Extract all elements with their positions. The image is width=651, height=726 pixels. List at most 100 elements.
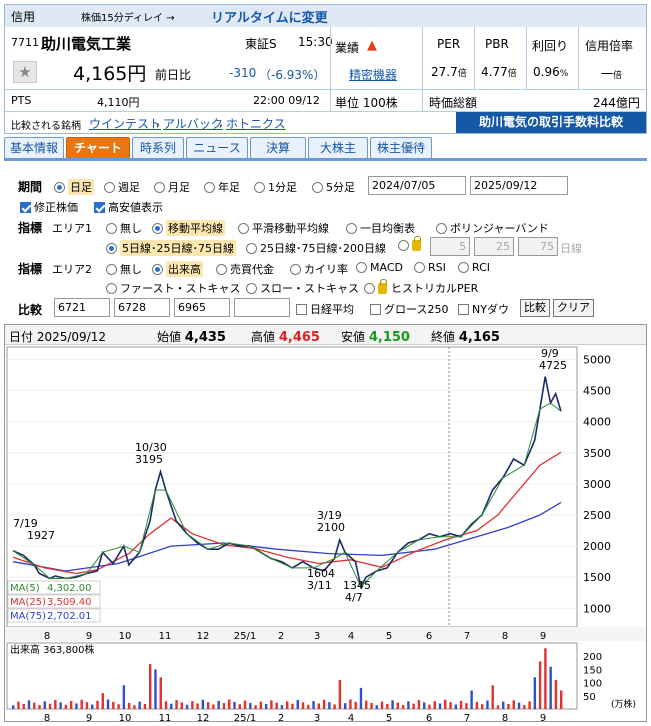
stock-header: 信用 株価15分ディレイ → リアルタイムに変更 7711 助川電気工業 東証S… [4,4,647,134]
category-label: 信用 [11,10,36,24]
period-monthly[interactable]: 月足 [154,179,190,195]
nikkei-checkbox[interactable]: 日経平均 [296,301,354,317]
high-low-checkbox[interactable]: 高安値表示 [94,199,163,215]
tab-basic-info[interactable]: 基本情報 [4,137,64,159]
compare-link-1[interactable]: ウインテスト [89,117,162,131]
area2-fast-stoch[interactable]: ファースト・ストキャス [106,280,240,296]
compare-code-3[interactable]: 6965 [174,298,230,317]
volume-bar [64,704,68,709]
pts-price: 4,110円 [97,96,140,109]
x-tick-label-bottom: 7 [464,713,470,721]
x-tick-label-bottom: 8 [44,713,50,721]
company-name: 助川電気工業 [41,35,132,53]
volume-bar [317,703,321,709]
date-to-input[interactable]: 2025/09/12 [470,176,568,195]
volume-bar [185,704,189,709]
tab-major-holders[interactable]: 大株主 [308,137,368,159]
volume-bar [180,702,184,709]
ma-custom-1[interactable]: 5 [430,237,470,256]
period-yearly[interactable]: 年足 [204,179,240,195]
area2-slow-stoch[interactable]: スロー・ストキャス [246,280,359,296]
volume-bar [238,704,241,709]
volume-bar [96,700,99,709]
delay-note: 株価15分ディレイ → [81,13,175,24]
favorite-star-icon[interactable]: ★ [13,61,37,83]
area2-macd[interactable]: MACD [356,261,403,274]
tab-earnings[interactable]: 決算 [250,137,306,159]
nydow-checkbox[interactable]: NYダウ [458,301,509,317]
annotation-label: 3/19 [317,509,342,522]
volume-bar [59,702,62,709]
volume-bar [354,701,357,709]
tab-underline [4,158,647,161]
tab-shareholder-benefits[interactable]: 株主優待 [370,137,432,159]
area1-ma[interactable]: 移動平均線 [152,220,225,236]
gyoseki-label: 業績 [335,41,360,55]
period-weekly[interactable]: 週足 [104,179,140,195]
period-daily[interactable]: 日足 [54,179,94,195]
period-5min[interactable]: 5分足 [312,179,355,195]
date-from-input[interactable]: 2024/07/05 [368,176,466,195]
compare-button[interactable]: 比較 [520,299,550,317]
up-arrow-icon: ▲ [367,38,377,53]
area2-deviation[interactable]: カイリ率 [290,261,348,277]
x-tick-label-bottom: 5 [386,713,392,721]
x-tick-label: 11 [159,631,172,642]
volume-bar [54,700,57,709]
ma-custom-2[interactable]: 25 [474,237,514,256]
volume-bar [480,704,484,709]
price-change-pct: （-6.93%） [259,68,326,82]
area1-smoothed-ma[interactable]: 平滑移動平均線 [238,220,329,236]
fee-compare-banner[interactable]: 助川電気の取引手数料比較 [456,112,646,133]
tab-news[interactable]: ニュース [186,137,248,159]
close-value: 4,165 [458,330,500,345]
volume-bar [301,702,305,709]
volume-bar [33,702,36,709]
x-tick-label-bottom: 2 [278,713,284,721]
period-1min[interactable]: 1分足 [254,179,297,195]
compare-code-1[interactable]: 6721 [54,298,110,317]
tab-chart[interactable]: チャート [66,137,130,159]
ma-custom-radio[interactable] [398,236,422,251]
per-value: 27.7 [431,65,458,79]
growth250-checkbox[interactable]: グロース250 [370,301,448,317]
volume-tick-label: 200 [583,652,602,663]
ma-custom-3[interactable]: 75 [518,237,558,256]
adjusted-price-checkbox[interactable]: 修正株価 [20,199,78,215]
ma-set-5-25-75[interactable]: 5日線･25日線･75日線 [106,240,236,256]
ma-set-25-75-200[interactable]: 25日線･75日線･200日線 [246,240,386,256]
volume-label: 出来高 363,800株 [10,643,95,656]
clear-button[interactable]: クリア [553,299,594,317]
area2-none[interactable]: 無し [106,261,142,277]
x-tick-label: 12 [197,631,210,642]
volume-bar [549,666,552,709]
volume-bar [217,700,220,709]
area2-rsi[interactable]: RSI [414,261,446,274]
area2-rci[interactable]: RCI [458,261,490,274]
area2-volume[interactable]: 出来高 [152,261,203,277]
volume-tick-label: 150 [583,665,602,676]
area1-ichimoku[interactable]: 一目均衡表 [346,220,415,236]
volume-bar [396,702,400,709]
industry-link[interactable]: 精密機器 [349,68,398,82]
volume-bar [333,704,336,709]
volume-bar [164,701,168,709]
area2-trading-value[interactable]: 売買代金 [216,261,274,277]
compare-code-4[interactable] [234,298,290,317]
realtime-link[interactable]: リアルタイムに変更 [211,11,328,26]
area1-none[interactable]: 無し [106,220,142,236]
volume-bar [201,699,205,709]
area2-hist-per[interactable]: ヒストリカルPER [364,278,478,296]
x-tick-label: 2 [278,631,284,642]
compare-link-3[interactable]: ホトニクス [226,117,286,131]
ma-unit-label: 日線 [560,242,582,255]
area1-bollinger[interactable]: ボリンジャーバンド [436,220,549,236]
compare-link-2[interactable]: アルバック [163,117,223,131]
volume-bar [496,705,500,709]
volume-bar [69,701,73,709]
compare-code-2[interactable]: 6728 [114,298,170,317]
annotation-label: 1604 [307,567,335,580]
price-plot-area [6,346,578,628]
tab-time-series[interactable]: 時系列 [132,137,184,159]
volume-bar [133,705,136,709]
